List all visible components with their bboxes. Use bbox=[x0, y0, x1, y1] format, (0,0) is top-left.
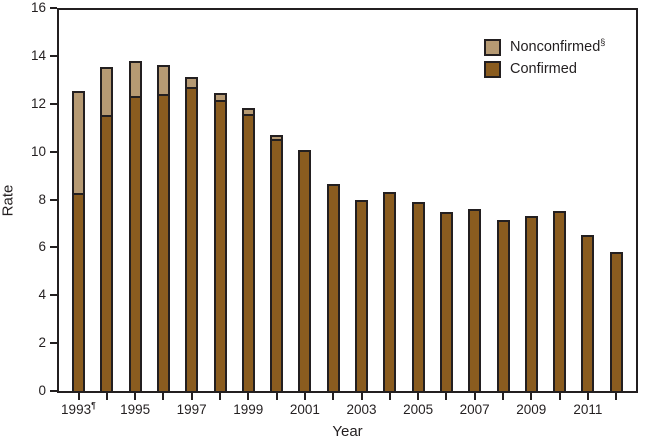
x-axis-tick bbox=[558, 393, 561, 400]
y-axis-tick bbox=[50, 102, 57, 105]
legend-label-text: Confirmed bbox=[510, 61, 577, 77]
bar-1993 bbox=[72, 91, 85, 391]
bar-2010 bbox=[553, 211, 567, 391]
legend-item-nonconfirmed: Nonconfirmed§ bbox=[484, 37, 606, 56]
x-axis-tick bbox=[445, 393, 448, 400]
y-tick-label: 2 bbox=[38, 335, 46, 351]
x-axis-tick bbox=[219, 393, 221, 400]
bar-segment-nonconfirmed-1995 bbox=[130, 63, 140, 98]
bar-2011 bbox=[581, 235, 595, 391]
bar-segment-nonconfirmed-1993 bbox=[74, 93, 83, 195]
y-tick-label: 10 bbox=[30, 143, 46, 159]
bar-1999 bbox=[241, 108, 255, 391]
bar-2005 bbox=[411, 202, 425, 391]
y-axis-tick bbox=[50, 246, 57, 249]
y-axis-tick bbox=[50, 150, 57, 153]
y-axis-tick bbox=[50, 7, 57, 9]
x-axis-tick bbox=[247, 393, 250, 400]
y-axis-tick bbox=[50, 294, 57, 297]
bar-1996 bbox=[156, 65, 170, 391]
y-tick-label: 12 bbox=[30, 95, 46, 111]
y-tick-label: 6 bbox=[38, 239, 46, 255]
x-axis-tick bbox=[417, 393, 420, 400]
x-tick-label: 2009 bbox=[516, 402, 547, 417]
bar-2003 bbox=[355, 200, 368, 391]
x-tick-label: 2005 bbox=[403, 402, 434, 417]
x-axis-tick bbox=[586, 393, 589, 400]
x-axis-tick bbox=[275, 393, 278, 400]
y-axis-tick bbox=[50, 390, 57, 392]
y-tick-label: 14 bbox=[30, 47, 46, 63]
x-axis-tick bbox=[105, 393, 108, 400]
plot-area bbox=[57, 8, 638, 393]
y-tick-label: 16 bbox=[30, 0, 46, 15]
x-axis-tick bbox=[473, 393, 476, 400]
bar-2004 bbox=[383, 192, 397, 391]
x-axis-tick bbox=[162, 393, 165, 400]
x-axis-title: Year bbox=[332, 423, 363, 440]
bar-segment-nonconfirmed-1994 bbox=[102, 69, 112, 117]
bar-2012 bbox=[609, 252, 623, 391]
bar-1998 bbox=[213, 93, 227, 391]
legend-label-text: Nonconfirmed bbox=[510, 39, 601, 55]
x-tick-label: 2011 bbox=[573, 402, 603, 417]
x-axis-tick bbox=[388, 393, 391, 400]
x-tick-label: 1993¶ bbox=[61, 400, 96, 417]
x-tick-label: 1999 bbox=[233, 402, 264, 417]
x-tick-label: 1997 bbox=[176, 402, 207, 417]
bar-1997 bbox=[185, 77, 199, 391]
bar-2009 bbox=[524, 216, 538, 391]
y-tick-label: 4 bbox=[38, 287, 46, 303]
legend-item-confirmed: Confirmed bbox=[484, 61, 605, 78]
x-tick-label: 2003 bbox=[346, 402, 377, 417]
y-tick-label: 0 bbox=[38, 383, 46, 398]
bar-2001 bbox=[298, 150, 312, 391]
x-axis-tick bbox=[303, 393, 306, 400]
x-axis-tick bbox=[190, 393, 193, 400]
bar-2007 bbox=[468, 209, 482, 391]
y-axis-tick bbox=[50, 198, 57, 201]
x-axis-tick bbox=[502, 393, 504, 400]
bar-1995 bbox=[128, 61, 142, 391]
legend-footnote-marker: § bbox=[600, 37, 606, 48]
legend-label-nonconfirmed: Nonconfirmed§ bbox=[510, 37, 606, 56]
x-tick-label: 1995 bbox=[120, 402, 151, 417]
x-tick-label: 2007 bbox=[459, 402, 490, 417]
x-axis-tick bbox=[134, 393, 137, 400]
x-axis-tick bbox=[332, 393, 335, 400]
bar-2008 bbox=[496, 220, 510, 391]
nonconfirmed-swatch-icon bbox=[484, 39, 501, 56]
x-axis-tick bbox=[615, 393, 618, 400]
y-tick-label: 8 bbox=[38, 191, 46, 207]
bar-segment-nonconfirmed-1998 bbox=[215, 95, 225, 102]
bar-segment-nonconfirmed-1996 bbox=[158, 67, 168, 96]
y-axis-tick bbox=[50, 342, 57, 345]
confirmed-swatch-icon bbox=[484, 61, 501, 78]
x-axis-tick bbox=[360, 393, 363, 400]
y-axis-tick bbox=[50, 54, 57, 57]
x-axis-tick bbox=[77, 393, 80, 400]
bar-1994 bbox=[100, 67, 114, 391]
x-tick-label: 2001 bbox=[289, 402, 320, 417]
legend-label-confirmed: Confirmed bbox=[510, 61, 577, 78]
legend: Nonconfirmed§ Confirmed bbox=[484, 37, 606, 83]
bar-2000 bbox=[270, 135, 284, 391]
x-axis-tick bbox=[530, 393, 533, 400]
bar-segment-nonconfirmed-2000 bbox=[272, 137, 282, 141]
bar-segment-nonconfirmed-1997 bbox=[187, 79, 197, 89]
bar-segment-nonconfirmed-1999 bbox=[243, 110, 253, 116]
bar-2006 bbox=[439, 212, 453, 391]
bar-2002 bbox=[326, 184, 340, 391]
